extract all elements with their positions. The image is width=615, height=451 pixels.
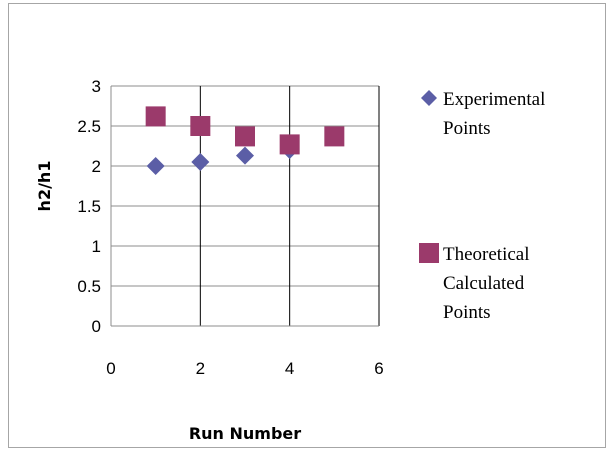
x-tick-label: 6 bbox=[374, 359, 383, 378]
data-points bbox=[145, 106, 345, 175]
y-tick-label: 3 bbox=[92, 77, 101, 96]
x-tick-label: 4 bbox=[285, 359, 294, 378]
legend-label: Calculated bbox=[443, 273, 525, 294]
x-axis-title: Run Number bbox=[189, 424, 301, 443]
legend-experimental-marker bbox=[421, 90, 437, 106]
y-tick-label: 2 bbox=[92, 157, 101, 176]
x-tick-label: 0 bbox=[106, 359, 115, 378]
experimental-point bbox=[191, 153, 210, 171]
legend-label: Points bbox=[443, 118, 491, 139]
theoretical-point bbox=[235, 126, 255, 147]
axes bbox=[110, 86, 379, 327]
legend-label: Experimental bbox=[443, 89, 545, 110]
legend-label: Theoretical bbox=[443, 244, 530, 265]
theoretical-point bbox=[279, 134, 300, 155]
chart-frame bbox=[8, 3, 606, 448]
y-axis-title: h2/h1 bbox=[35, 161, 54, 212]
tick-labels: 0 0.5 1 1.5 2 2.5 3 0 2 4 6 bbox=[77, 77, 383, 378]
legend-theoretical-marker bbox=[419, 243, 439, 263]
theoretical-point bbox=[324, 126, 345, 147]
y-tick-label: 2.5 bbox=[77, 117, 101, 136]
x-tick-label: 2 bbox=[196, 359, 205, 378]
legend: Experimental Points Theoretical Calculated P… bbox=[419, 89, 545, 323]
legend-label: Points bbox=[443, 302, 491, 323]
y-tick-label: 0.5 bbox=[77, 277, 101, 296]
experimental-point bbox=[236, 146, 254, 165]
theoretical-point bbox=[145, 106, 166, 127]
y-tick-label: 1.5 bbox=[77, 197, 101, 216]
y-tick-label: 1 bbox=[92, 237, 101, 256]
y-tick-label: 0 bbox=[92, 317, 101, 336]
experimental-point bbox=[146, 157, 165, 175]
theoretical-point bbox=[190, 116, 211, 136]
